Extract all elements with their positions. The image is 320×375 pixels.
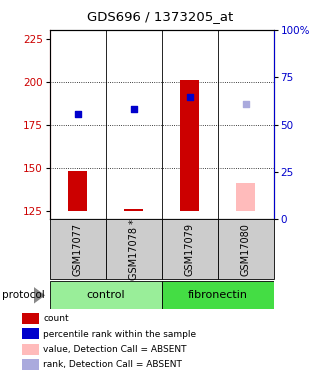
Bar <box>106 219 162 279</box>
Point <box>131 106 136 112</box>
Text: GSM17080: GSM17080 <box>241 223 251 276</box>
Text: GSM17079: GSM17079 <box>185 223 195 276</box>
Bar <box>162 219 218 279</box>
Bar <box>218 219 274 279</box>
Bar <box>180 80 199 211</box>
Polygon shape <box>34 287 45 304</box>
Bar <box>22 313 39 324</box>
Text: percentile rank within the sample: percentile rank within the sample <box>43 330 196 339</box>
Bar <box>236 183 255 211</box>
Bar <box>50 281 162 309</box>
Text: count: count <box>43 314 69 323</box>
Bar <box>68 171 87 211</box>
Bar <box>162 281 274 309</box>
Text: protocol: protocol <box>2 290 44 300</box>
Bar <box>22 359 39 370</box>
Text: fibronectin: fibronectin <box>188 290 248 300</box>
Text: control: control <box>86 290 125 300</box>
Point <box>243 101 248 107</box>
Text: GSM17077: GSM17077 <box>73 223 83 276</box>
Text: GDS696 / 1373205_at: GDS696 / 1373205_at <box>87 10 233 23</box>
Text: rank, Detection Call = ABSENT: rank, Detection Call = ABSENT <box>43 360 182 369</box>
Text: value, Detection Call = ABSENT: value, Detection Call = ABSENT <box>43 345 187 354</box>
Point <box>187 94 192 100</box>
Bar <box>124 209 143 211</box>
Bar <box>50 219 106 279</box>
Bar <box>22 328 39 339</box>
Bar <box>22 344 39 355</box>
Text: GSM17078 *: GSM17078 * <box>129 219 139 280</box>
Point <box>75 111 80 117</box>
